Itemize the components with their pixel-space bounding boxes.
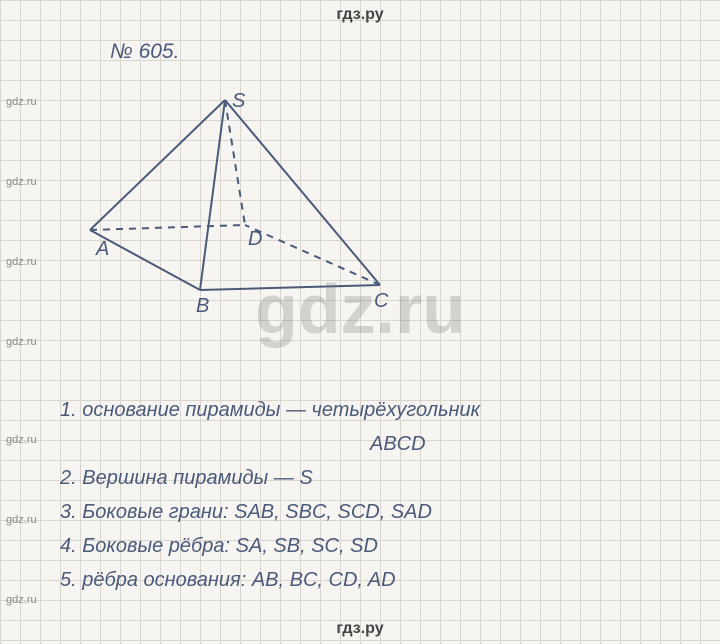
watermark-side: gdz.ru — [6, 176, 37, 188]
watermark-side: gdz.ru — [6, 594, 37, 606]
site-footer: гдз.ру — [0, 620, 720, 638]
answer-line-3: 3. Боковые грани: SAB, SBC, SCD, SAD — [60, 502, 690, 522]
watermark-side: gdz.ru — [6, 434, 37, 446]
pyramid-diagram: S A B C D — [70, 90, 400, 320]
vertex-label-b: B — [196, 295, 209, 318]
vertex-label-a: A — [96, 238, 109, 261]
answer-line-2: 2. Вершина пирамиды — S — [60, 468, 690, 488]
watermark-side: gdz.ru — [6, 256, 37, 268]
answer-line-1: 1. основание пирамиды — четырёхугольник — [60, 400, 690, 420]
problem-number: № 605. — [110, 40, 179, 64]
vertex-label-c: C — [374, 290, 388, 313]
vertex-label-d: D — [248, 228, 262, 251]
answer-block: 1. основание пирамиды — четырёхугольник A… — [60, 400, 690, 604]
answer-line-5: 5. рёбра основания: AB, BC, CD, AD — [60, 570, 690, 590]
watermark-side: gdz.ru — [6, 336, 37, 348]
vertex-label-s: S — [232, 90, 245, 113]
answer-line-1-cont: ABCD — [60, 434, 690, 454]
answer-line-4: 4. Боковые рёбра: SA, SB, SC, SD — [60, 536, 690, 556]
watermark-side: gdz.ru — [6, 96, 37, 108]
watermark-side: gdz.ru — [6, 514, 37, 526]
site-header: гдз.ру — [0, 6, 720, 24]
